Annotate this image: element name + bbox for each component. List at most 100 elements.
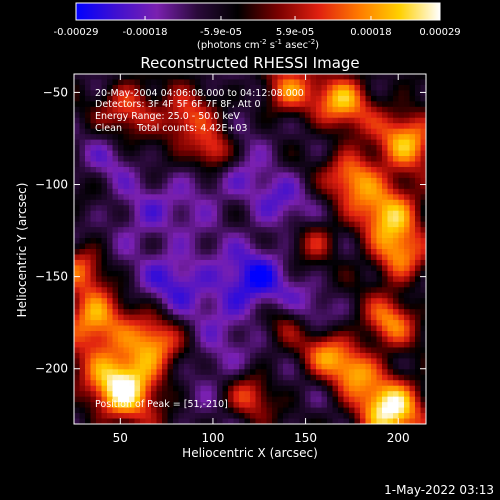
heatmap-cell	[288, 292, 295, 299]
heatmap-cell	[316, 418, 322, 425]
heatmap-cell	[189, 112, 196, 119]
heatmap-cell	[266, 95, 273, 102]
heatmap-cell	[101, 407, 108, 414]
heatmap-cell	[134, 123, 141, 130]
heatmap-cell	[294, 156, 300, 162]
heatmap-cell	[277, 112, 284, 119]
heatmap-cell	[261, 276, 267, 283]
heatmap-cell	[266, 325, 273, 332]
heatmap-cell	[371, 396, 377, 403]
heatmap-cell	[277, 74, 284, 80]
heatmap-cell	[338, 374, 344, 381]
heatmap-cell	[228, 101, 234, 108]
heatmap-cell	[162, 287, 168, 294]
heatmap-cell	[173, 166, 179, 173]
heatmap-cell	[206, 314, 212, 321]
heatmap-cell	[184, 117, 190, 124]
heatmap-cell	[393, 210, 399, 217]
heatmap-cell	[415, 216, 421, 223]
heatmap-cell	[387, 265, 394, 272]
heatmap-cell	[206, 123, 212, 130]
heatmap-cell	[189, 172, 196, 179]
heatmap-cell	[382, 320, 388, 326]
heatmap-cell	[162, 347, 168, 354]
heatmap-cell	[305, 259, 311, 266]
heatmap-cell	[343, 161, 350, 168]
heatmap-cell	[376, 112, 383, 119]
heatmap-cell	[112, 391, 119, 398]
heatmap-cell	[393, 139, 399, 146]
heatmap-cell	[343, 106, 350, 113]
heatmap-cell	[255, 101, 262, 108]
heatmap-cell	[393, 259, 399, 266]
heatmap-cell	[90, 90, 97, 97]
heatmap-cell	[228, 177, 234, 184]
heatmap-cell	[195, 341, 201, 348]
heatmap-cell	[404, 287, 410, 294]
heatmap-cell	[382, 325, 388, 332]
heatmap-cell	[123, 101, 130, 108]
heatmap-cell	[145, 243, 152, 250]
heatmap-cell	[277, 238, 284, 244]
heatmap-cell	[250, 128, 256, 135]
heatmap-cell	[167, 314, 174, 321]
heatmap-cell	[96, 270, 102, 277]
heatmap-cell	[393, 183, 399, 190]
heatmap-cell	[321, 413, 328, 419]
heatmap-cell	[365, 407, 372, 414]
heatmap-cell	[239, 281, 245, 288]
heatmap-cell	[74, 413, 80, 419]
heatmap-cell	[217, 374, 223, 381]
heatmap-cell	[277, 369, 284, 376]
heatmap-cell	[90, 150, 97, 157]
heatmap-cell	[79, 150, 86, 157]
heatmap-cell	[332, 331, 339, 337]
heatmap-cell	[167, 396, 174, 403]
heatmap-cell	[266, 336, 273, 343]
heatmap-cell	[118, 303, 124, 310]
heatmap-cell	[261, 347, 267, 354]
heatmap-cell	[409, 145, 416, 151]
heatmap-cell	[140, 418, 146, 425]
heatmap-cell	[255, 106, 262, 113]
heatmap-cell	[129, 259, 135, 266]
heatmap-cell	[310, 221, 317, 228]
heatmap-cell	[140, 270, 146, 277]
heatmap-cell	[217, 161, 223, 168]
heatmap-cell	[162, 210, 168, 217]
heatmap-cell	[288, 336, 295, 343]
heatmap-cell	[332, 391, 339, 398]
heatmap-cell	[184, 145, 190, 151]
heatmap-cell	[420, 183, 427, 190]
heatmap-cell	[74, 374, 80, 381]
heatmap-cell	[85, 150, 91, 157]
heatmap-cell	[354, 259, 361, 266]
heatmap-cell	[145, 161, 152, 168]
heatmap-cell	[74, 123, 80, 130]
heatmap-cell	[90, 123, 97, 130]
heatmap-cell	[200, 106, 207, 113]
heatmap-cell	[305, 347, 311, 354]
heatmap-cell	[349, 172, 355, 179]
heatmap-cell	[79, 156, 86, 162]
heatmap-cell	[228, 292, 234, 299]
heatmap-cell	[387, 418, 394, 425]
heatmap-cell	[288, 265, 295, 272]
heatmap-cell	[200, 325, 207, 332]
heatmap-cell	[74, 363, 80, 370]
heatmap-cell	[393, 194, 399, 201]
heatmap-cell	[151, 205, 157, 212]
heatmap-cell	[283, 380, 289, 387]
heatmap-cell	[316, 79, 322, 86]
heatmap-cell	[305, 380, 311, 387]
heatmap-cell	[387, 172, 394, 179]
heatmap-cell	[79, 314, 86, 321]
heatmap-cell	[404, 150, 410, 157]
heatmap-cell	[74, 336, 80, 343]
heatmap-cell	[228, 325, 234, 332]
heatmap-cell	[299, 74, 306, 80]
heatmap-cell	[162, 112, 168, 119]
heatmap-cell	[415, 172, 421, 179]
heatmap-cell	[79, 161, 86, 168]
heatmap-cell	[118, 188, 124, 195]
